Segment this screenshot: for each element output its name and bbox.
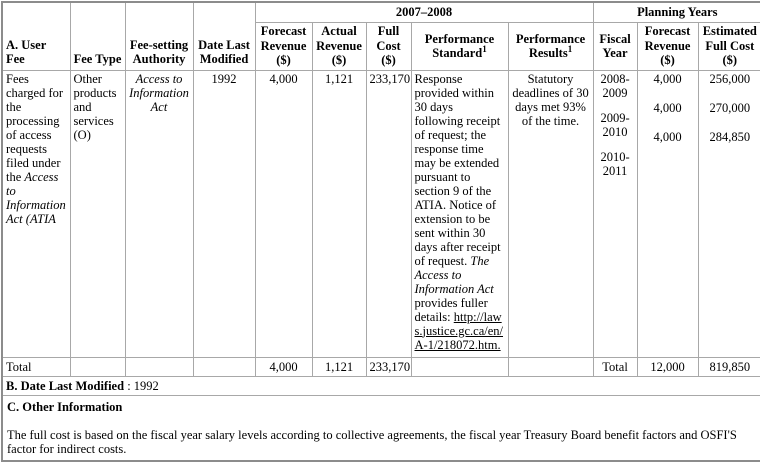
- total-empty-cell: [69, 356, 126, 377]
- cell-performance-results: Statutory deadlines of 30 days met 93% o…: [507, 69, 594, 358]
- cell-forecast-revenue: 4,000: [254, 69, 313, 358]
- cell-fee-type: Other products and services (O): [69, 69, 126, 358]
- col-header-estimated-full-cost: Estimated Full Cost ($): [697, 21, 760, 71]
- col-header-date-last-modified: Date Last Modified: [192, 1, 256, 71]
- col-header-user-fee: A. User Fee: [1, 1, 71, 71]
- planning-forecast-value: 4,000: [653, 71, 682, 86]
- col-header-full-cost: Full Cost ($): [365, 21, 412, 71]
- performance-standard-act-reference: The Access to Information Act: [414, 253, 494, 296]
- total-forecast-revenue: 4,000: [254, 356, 313, 377]
- total-empty-cell: [410, 356, 509, 377]
- col-header-planning-forecast-revenue: Forecast Revenue ($): [636, 21, 699, 71]
- section-b-cell: B. Date Last Modified : 1992: [1, 375, 760, 396]
- cell-date-last-modified: 1992: [192, 69, 256, 358]
- col-header-fiscal-year: Fiscal Year: [592, 21, 638, 71]
- total-planning-forecast-revenue: 12,000: [636, 356, 699, 377]
- cell-planning-estimated-full-cost: 256,000 270,000 284,850: [697, 69, 760, 358]
- section-b-label: B. Date Last Modified: [6, 378, 125, 393]
- cell-fiscal-years: 2008-2009 2009-2010 2010-2011: [592, 69, 638, 358]
- total-row: Total 4,000 1,121 233,170 Total 12,000 8…: [1, 356, 760, 377]
- total-full-cost: 233,170: [365, 356, 412, 377]
- total-planning-estimated-full-cost: 819,850: [697, 356, 760, 377]
- planning-cost-value: 256,000: [709, 71, 751, 86]
- col-header-forecast-revenue: Forecast Revenue ($): [254, 21, 313, 71]
- fee-data-row: Fees charged for the processing of acces…: [1, 69, 760, 358]
- cell-performance-standard: Response provided within 30 days followi…: [410, 69, 509, 358]
- fiscal-year-item: 2010-2011: [600, 149, 630, 178]
- col-header-fee-setting-authority: Fee-setting Authority: [124, 1, 194, 71]
- total-empty-cell: [192, 356, 256, 377]
- col-header-actual-revenue: Actual Revenue ($): [311, 21, 367, 71]
- planning-forecast-value: 4,000: [653, 100, 682, 115]
- cell-actual-revenue: 1,121: [311, 69, 367, 358]
- performance-standard-label: Performance Standard: [424, 31, 495, 61]
- user-fee-description: Fees charged for the processing of acces…: [6, 71, 64, 184]
- planning-cost-value: 270,000: [709, 100, 751, 115]
- fiscal-year-item: 2008-2009: [600, 71, 630, 100]
- cell-planning-forecast-revenue: 4,000 4,000 4,000: [636, 69, 699, 358]
- total-actual-revenue: 1,121: [311, 356, 367, 377]
- total-empty-cell: [507, 356, 594, 377]
- fiscal-year-item: 2009-2010: [600, 110, 630, 139]
- footnote-marker: 1: [567, 43, 573, 54]
- justice-laws-link[interactable]: http://laws.justice.gc.ca/en/A-1/218072.…: [414, 309, 504, 352]
- header-row-groups: A. User Fee Fee Type Fee-setting Authori…: [1, 1, 760, 71]
- total-label: Total: [1, 356, 71, 377]
- header-row-columns: Forecast Revenue ($) Actual Revenue ($) …: [2, 21, 760, 71]
- cell-user-fee: Fees charged for the processing of acces…: [1, 69, 71, 358]
- section-b-row: B. Date Last Modified : 1992: [1, 375, 760, 396]
- group-header-planning-years: Planning Years: [592, 1, 760, 23]
- cell-fee-setting-authority: Access to Information Act: [124, 69, 194, 358]
- section-c-row: C. Other Information The full cost is ba…: [1, 394, 760, 461]
- group-header-2007-2008: 2007–2008: [254, 1, 594, 23]
- section-c-cell: C. Other Information The full cost is ba…: [1, 394, 760, 461]
- performance-standard-text: Response provided within 30 days followi…: [414, 71, 501, 268]
- section-c-heading: C. Other Information: [7, 399, 123, 414]
- col-header-performance-standard: Performance Standard1: [410, 21, 509, 71]
- section-c-body: The full cost is based on the fiscal yea…: [7, 427, 737, 456]
- col-header-fee-type: Fee Type: [69, 1, 126, 71]
- total-empty-cell: [124, 356, 194, 377]
- performance-standard-text: provides fuller details:: [414, 295, 488, 324]
- performance-results-label: Performance Results: [515, 31, 586, 61]
- total-fiscal-label: Total: [592, 356, 638, 377]
- planning-cost-value: 284,850: [709, 129, 751, 144]
- footnote-marker: 1: [482, 43, 487, 54]
- user-fee-act-reference: Access to Information Act (ATIA: [6, 169, 66, 226]
- col-header-performance-results: Performance Results1: [507, 21, 594, 71]
- cell-full-cost: 233,170: [365, 69, 412, 358]
- planning-forecast-value: 4,000: [653, 129, 682, 144]
- section-b-value: : 1992: [124, 378, 159, 393]
